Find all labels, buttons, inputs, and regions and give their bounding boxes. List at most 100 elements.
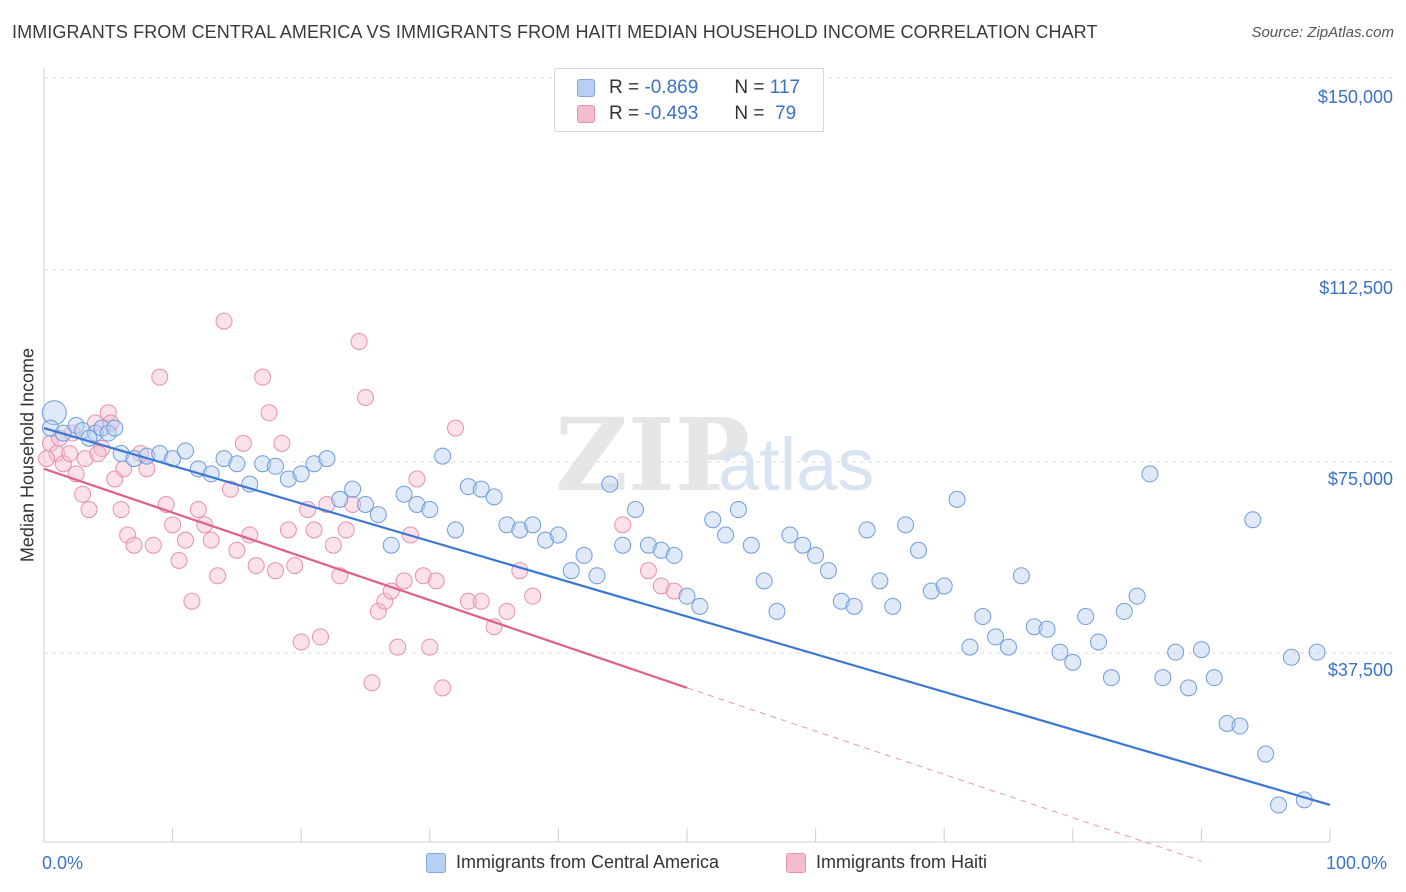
- central-america-trend-line: [43, 427, 1331, 807]
- central-america-point: [1257, 745, 1275, 763]
- central-america-point: [845, 597, 863, 615]
- haiti-point: [125, 536, 143, 554]
- legend-swatch-pink: [786, 852, 806, 873]
- legend-n-value: 79: [775, 103, 797, 124]
- central-america-point: [819, 562, 837, 580]
- axes: [43, 68, 1331, 843]
- central-america-point: [832, 592, 850, 610]
- haiti-point: [311, 628, 329, 646]
- haiti-point: [202, 531, 220, 549]
- haiti-point: [286, 557, 304, 575]
- y-tick-label: $112,500: [1319, 278, 1393, 298]
- central-america-point: [1154, 669, 1172, 687]
- haiti-point: [459, 592, 477, 610]
- legend-r-value: -0.869: [644, 77, 699, 98]
- central-america-point: [909, 541, 927, 559]
- legend-row-central-america: R = -0.869 N = 117: [577, 77, 800, 99]
- central-america-point: [871, 572, 889, 590]
- legend-n-label: N =: [734, 77, 765, 98]
- haiti-point: [292, 633, 310, 651]
- central-america-point: [1308, 643, 1326, 661]
- haiti-point: [266, 562, 284, 580]
- y-tick-labels: $37,500 $75,000 $112,500 $150,000: [1318, 87, 1393, 680]
- haiti-point: [183, 592, 201, 610]
- central-america-point: [614, 536, 632, 554]
- correlation-legend: R = -0.869 N = 117 R = -0.493 N = 79: [554, 68, 824, 132]
- haiti-point: [434, 679, 452, 697]
- legend-row-haiti: R = -0.493 N = 79: [577, 103, 796, 125]
- central-america-point: [729, 501, 747, 519]
- haiti-point: [498, 602, 516, 620]
- central-america-point: [935, 577, 953, 595]
- haiti-point: [215, 312, 233, 330]
- central-america-point: [974, 608, 992, 626]
- central-america-point: [665, 546, 683, 564]
- central-america-point: [627, 501, 645, 519]
- haiti-point: [209, 567, 227, 585]
- haiti-point: [614, 516, 632, 534]
- haiti-point: [234, 434, 252, 452]
- central-america-point: [961, 638, 979, 656]
- legend-swatch-blue: [426, 852, 446, 873]
- haiti-point: [38, 450, 56, 468]
- legend-swatch-pink: [577, 105, 595, 123]
- haiti-point: [221, 480, 239, 498]
- central-america-point: [922, 582, 940, 600]
- haiti-point: [279, 521, 297, 539]
- central-america-point: [884, 597, 902, 615]
- haiti-point: [421, 638, 439, 656]
- central-america-point: [485, 488, 503, 506]
- haiti-point: [363, 674, 381, 692]
- central-america-point: [537, 531, 555, 549]
- central-america-point: [601, 475, 619, 493]
- haiti-point: [151, 368, 169, 386]
- haiti-point: [112, 501, 130, 519]
- legend-r-label: R =: [609, 77, 640, 98]
- central-america-point: [498, 516, 516, 534]
- central-america-point: [176, 442, 194, 460]
- central-america-point: [344, 480, 362, 498]
- haiti-point: [138, 460, 156, 478]
- central-america-point: [408, 495, 426, 513]
- haiti-point: [665, 582, 683, 600]
- haiti-points: [38, 312, 683, 697]
- haiti-point: [305, 521, 323, 539]
- central-america-point: [266, 457, 284, 475]
- central-america-point: [652, 541, 670, 559]
- haiti-point: [357, 389, 374, 407]
- central-america-point: [1012, 567, 1030, 585]
- central-america-point: [1000, 638, 1017, 656]
- central-america-point: [1077, 608, 1095, 626]
- central-america-point: [434, 447, 452, 465]
- central-america-point: [987, 628, 1005, 646]
- central-america-point: [1282, 648, 1300, 666]
- central-america-point: [897, 516, 915, 534]
- haiti-point: [99, 404, 117, 422]
- central-america-point: [794, 536, 812, 554]
- haiti-point: [254, 368, 272, 386]
- central-america-point: [1205, 669, 1223, 687]
- central-america-point: [1025, 618, 1043, 636]
- central-america-point: [1128, 587, 1146, 605]
- y-tick-label: $37,500: [1328, 660, 1393, 680]
- central-america-point: [781, 526, 799, 544]
- haiti-point: [119, 526, 137, 544]
- haiti-point: [176, 531, 194, 549]
- haiti-point: [350, 332, 368, 350]
- haiti-point: [260, 404, 278, 422]
- bottom-legend-label: Immigrants from Central America: [456, 852, 720, 872]
- y-tick-label: $150,000: [1318, 87, 1393, 107]
- central-america-point: [421, 501, 439, 519]
- x-tick-label-min: 0.0%: [42, 853, 84, 873]
- haiti-point: [344, 495, 362, 513]
- haiti-point: [324, 536, 342, 554]
- central-america-point: [41, 400, 67, 426]
- central-america-point: [717, 526, 735, 544]
- central-america-point: [1231, 717, 1249, 735]
- central-america-point: [1090, 633, 1108, 651]
- central-america-point: [704, 511, 722, 529]
- central-america-point: [511, 521, 529, 539]
- central-america-point: [215, 450, 233, 468]
